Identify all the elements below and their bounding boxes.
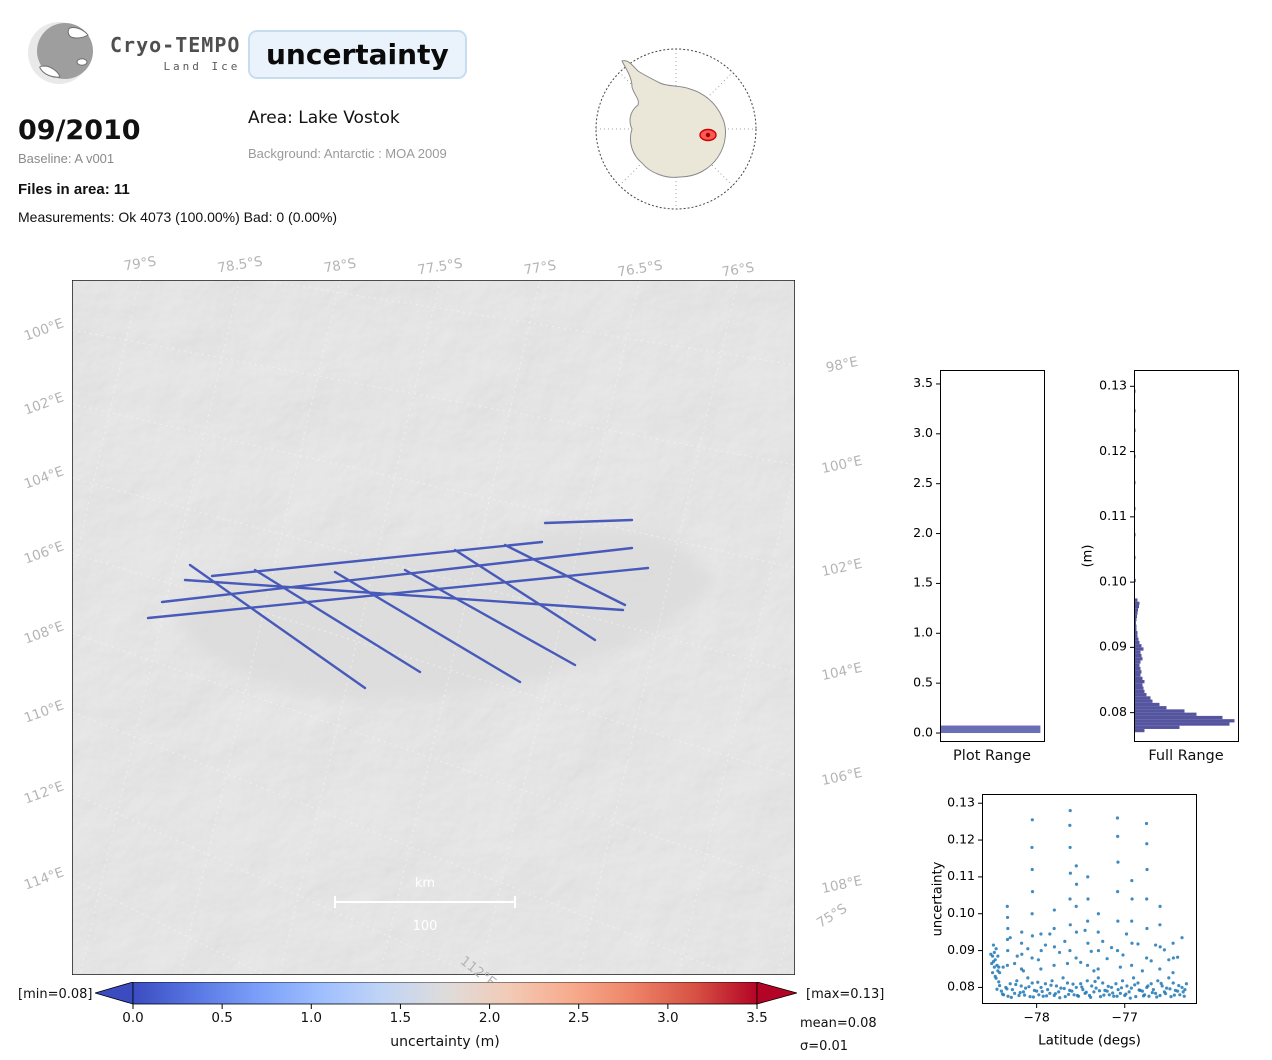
colorbar-mean-label: mean=0.08 (800, 1016, 877, 1031)
map-latitude-label: 77.5°S (416, 255, 464, 279)
colorbar (95, 982, 797, 1009)
map-longitude-label: 100°E (820, 452, 864, 478)
measurements-label: Measurements: Ok 4073 (100.00%) Bad: 0 (… (18, 209, 338, 225)
cryo-tempo-logo-icon (28, 22, 93, 84)
background-label: Background: Antarctic : MOA 2009 (248, 146, 447, 161)
antarctica-landmass (621, 60, 726, 178)
colorbar-sigma-label: σ=0.01 (800, 1039, 849, 1054)
map-longitude-label: 114°E (21, 864, 67, 894)
uncertainty-latitude-scatter (926, 784, 1216, 1060)
colorbar-tick-marks (132, 1004, 758, 1009)
map-longitude-label: 102°E (21, 389, 67, 419)
full-range-title: Full Range (1148, 748, 1224, 764)
lake-vostok-surface (177, 528, 717, 702)
map-latitude-label: 76°S (720, 259, 756, 281)
area-location-marker (699, 128, 717, 142)
scale-value-label: 100 (413, 919, 438, 934)
colorbar-tick-label: 0.5 (211, 1010, 233, 1026)
map-longitude-label: 110°E (21, 697, 67, 727)
map-figure: km 100 (72, 280, 795, 975)
plot-range-histogram (878, 362, 1050, 760)
logo-subtitle: Land Ice (163, 60, 241, 73)
colorbar-tick-label: 2.5 (567, 1010, 590, 1026)
map-longitude-label: 100°E (21, 315, 67, 345)
colorbar-min-arrow (95, 982, 134, 1005)
baseline-label: Baseline: A v001 (18, 151, 115, 166)
colorbar-gradient (132, 982, 758, 1005)
map-graticule (72, 280, 795, 975)
date-label: 09/2010 (18, 115, 141, 146)
colorbar-tick-label: 3.0 (657, 1010, 679, 1026)
map-latitude-label: 77°S (522, 257, 558, 279)
colorbar-tick-label: 1.0 (300, 1010, 323, 1026)
map-longitude-label: 98°E (824, 353, 860, 377)
logo-title: Cryo-TEMPO (110, 33, 241, 57)
antarctica-inset-map (595, 48, 757, 210)
map-latitude-label: 78°S (322, 255, 358, 277)
map-longitude-label: 108°E (820, 872, 864, 898)
colorbar-tick-label: 0.0 (122, 1010, 144, 1026)
map-longitude-label: 102°E (820, 555, 864, 581)
colorbar-max-arrow (756, 982, 797, 1005)
area-label: Area: Lake Vostok (248, 108, 400, 128)
map-longitude-label: 108°E (21, 618, 67, 648)
main-map-area: km 100 79°S 78.5°S 78°S 77.5°S 77°S 76.5°S 76°… (0, 240, 1272, 1000)
colorbar-tick-label: 2.0 (478, 1010, 501, 1026)
colorbar-max-label: [max=0.13] (806, 987, 885, 1002)
colorbar-tick-label: 1.5 (389, 1010, 412, 1026)
map-longitude-label: 104°E (820, 659, 864, 685)
map-latitude-label: 79°S (122, 253, 158, 275)
scale-unit-label: km (415, 876, 435, 891)
map-latitude-label: 78.5°S (216, 253, 264, 277)
files-in-area-label: Files in area: 11 (18, 181, 130, 198)
map-latitude-label: 75°S (813, 900, 851, 932)
colorbar-tick-label: 3.5 (746, 1010, 768, 1026)
cryo-tempo-logo: Cryo-TEMPO Land Ice (18, 12, 240, 94)
colorbar-axis-label: uncertainty (m) (390, 1034, 500, 1050)
full-range-histogram (1072, 362, 1244, 760)
map-longitude-label: 106°E (21, 538, 67, 568)
map-longitude-label: 112°E (21, 778, 67, 808)
colorbar-min-label: [min=0.08] (18, 987, 93, 1002)
map-longitude-label: 106°E (820, 764, 864, 790)
logo-text: Cryo-TEMPO Land Ice (110, 33, 240, 73)
page-title: uncertainty (248, 30, 467, 79)
map-latitude-label: 76.5°S (616, 257, 664, 281)
map-scale-bar: km 100 (334, 876, 516, 934)
satellite-tracks (146, 518, 650, 690)
map-longitude-label: 104°E (21, 463, 67, 493)
plot-range-title: Plot Range (953, 748, 1031, 764)
